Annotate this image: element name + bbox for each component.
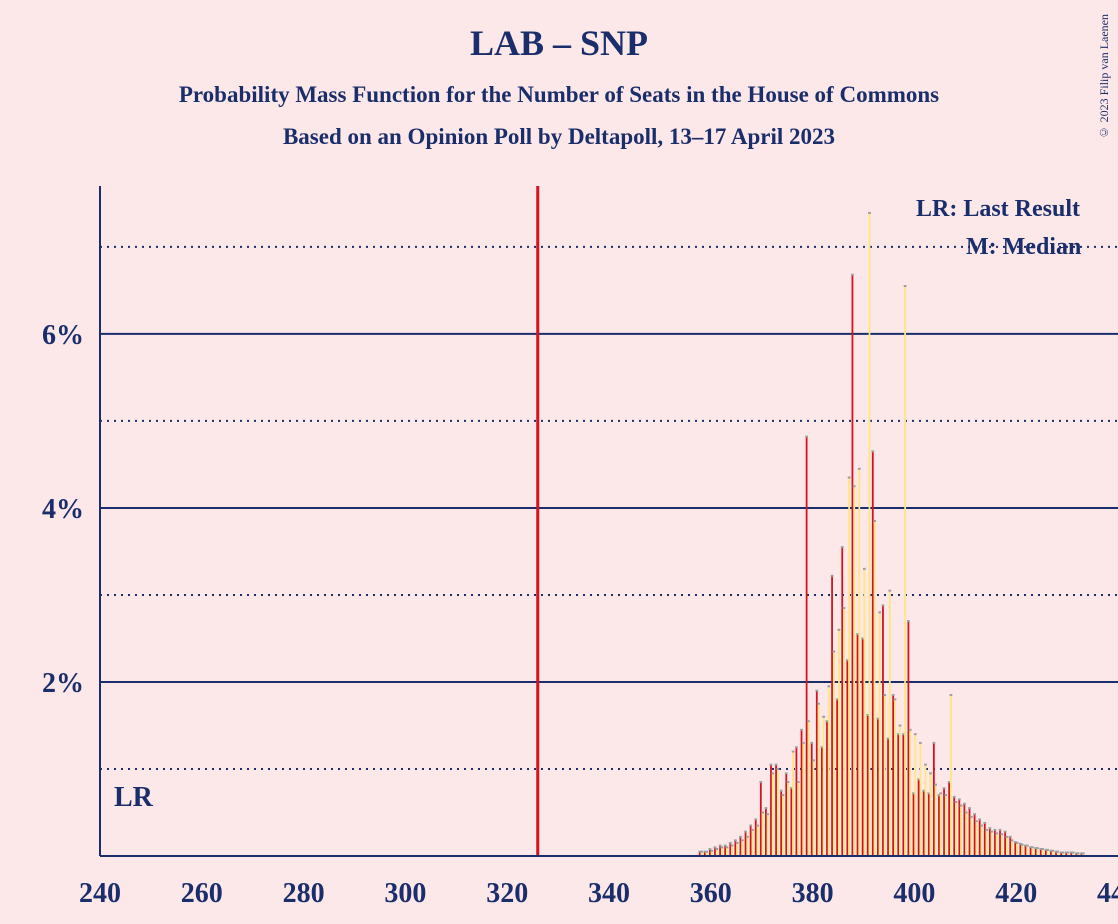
lr-marker-label: LR <box>114 782 153 814</box>
svg-text:400: 400 <box>893 878 935 909</box>
svg-text:340: 340 <box>588 878 630 909</box>
pmf-chart: 2% 4% 6% 240 260 280 300 320 340 360 380 400 420 440 <box>0 0 1118 924</box>
svg-text:4%: 4% <box>42 494 84 525</box>
svg-text:280: 280 <box>283 878 325 909</box>
svg-text:320: 320 <box>486 878 528 909</box>
svg-text:300: 300 <box>384 878 426 909</box>
svg-text:2%: 2% <box>42 668 84 699</box>
legend-median: M: Median <box>966 234 1081 261</box>
svg-text:260: 260 <box>181 878 223 909</box>
svg-text:240: 240 <box>79 878 121 909</box>
svg-text:440: 440 <box>1097 878 1118 909</box>
svg-text:360: 360 <box>690 878 732 909</box>
svg-text:380: 380 <box>792 878 834 909</box>
svg-text:420: 420 <box>995 878 1037 909</box>
legend-last-result: LR: Last Result <box>916 196 1080 223</box>
svg-text:6%: 6% <box>42 320 84 351</box>
